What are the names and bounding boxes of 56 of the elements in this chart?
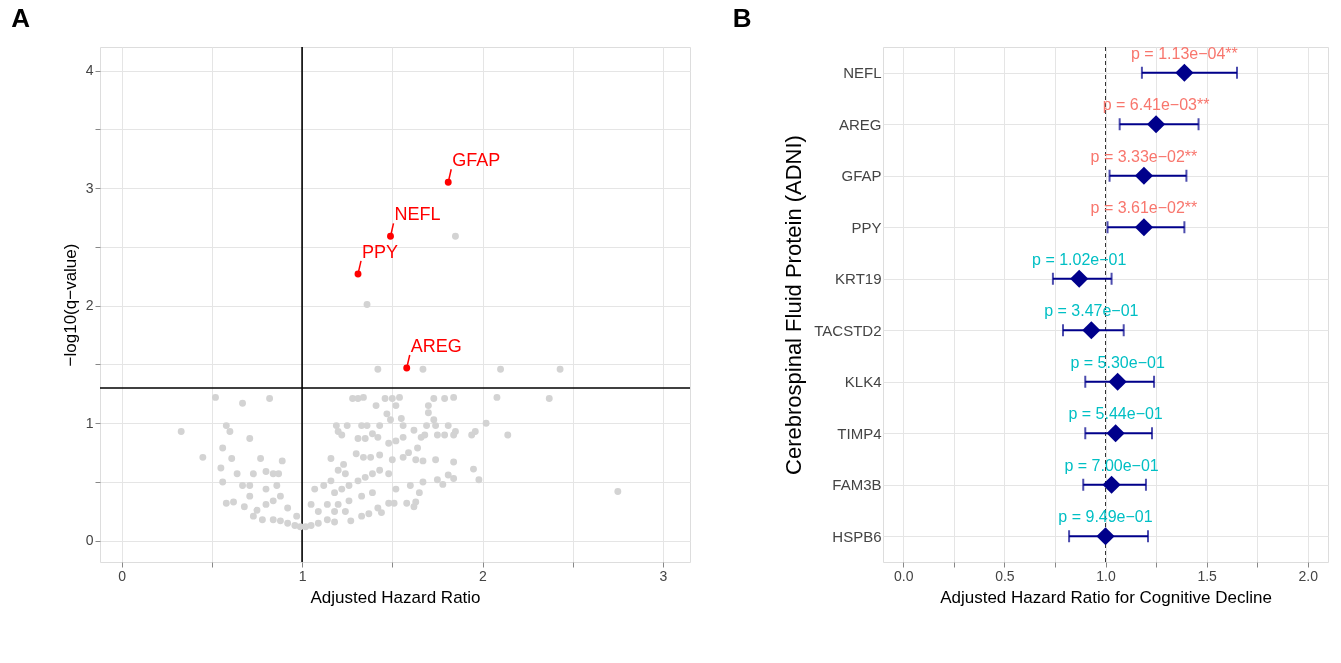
point	[444, 178, 452, 186]
y-tick-label: 3	[85, 179, 94, 196]
y-tick-label: HSPB6	[832, 527, 882, 545]
data-label: p = 7.00e−01	[1064, 456, 1159, 474]
x-axis-title: Adjusted Hazard Ratio for Cognitive Decline	[940, 587, 1272, 607]
x-tick-label: 0.5	[995, 567, 1015, 584]
data-label: p = 1.13e−04**	[1131, 44, 1238, 62]
y-tick-label: KRT19	[835, 270, 882, 288]
x-axis-title: Adjusted Hazard Ratio	[310, 587, 481, 607]
x-tick-label: 2	[479, 567, 488, 584]
y-tick-label: GFAP	[841, 167, 882, 185]
point	[1134, 166, 1154, 185]
point	[1134, 218, 1154, 237]
annotation: GFAP	[452, 150, 501, 171]
point	[1102, 475, 1121, 494]
point	[1096, 527, 1115, 546]
x-tick-label: 1.0	[1096, 567, 1116, 584]
y-axis-title: Cerebrospinal Fluid Protein (ADNI)	[781, 135, 807, 475]
x-tick-label: 0	[118, 567, 127, 584]
y-axis-title: −log10(q−value)	[60, 243, 80, 367]
y-tick-label: NEFL	[843, 64, 882, 82]
data-label: p = 3.47e−01	[1044, 302, 1139, 320]
annotation: PPY	[362, 241, 399, 262]
x-tick-label: 3	[659, 567, 668, 584]
y-tick-label: TIMP4	[837, 424, 882, 442]
x-tick-label: 1	[298, 567, 307, 584]
y-tick-label: FAM3B	[832, 476, 882, 494]
point	[1082, 321, 1101, 340]
y-tick-label: 2	[85, 297, 94, 314]
data-label: p = 5.44e−01	[1068, 405, 1163, 423]
y-tick-label: TACSTD2	[814, 321, 882, 339]
x-tick-label: 2.0	[1298, 567, 1319, 584]
data-label: p = 1.02e−01	[1032, 250, 1127, 268]
data-label: p = 6.41e−03**	[1102, 96, 1210, 114]
data-label: p = 3.61e−02**	[1090, 199, 1198, 217]
y-tick-label: PPY	[851, 218, 882, 236]
point	[1108, 372, 1127, 391]
data-label: p = 9.49e−01	[1058, 508, 1153, 526]
y-tick-label: 0	[85, 532, 94, 549]
chart-title: A	[11, 3, 31, 34]
y-tick-label: AREG	[838, 115, 882, 133]
y-tick-label: 1	[85, 414, 94, 431]
y-tick-label: KLK4	[844, 373, 882, 391]
point	[1146, 115, 1166, 134]
chart-title: B	[732, 2, 752, 33]
data-label: p = 5.30e−01	[1070, 353, 1165, 371]
y-tick-label: 4	[85, 62, 94, 79]
point	[1106, 424, 1125, 443]
point	[1070, 269, 1089, 288]
x-tick-label: 0.0	[893, 567, 914, 584]
point	[1175, 63, 1194, 82]
annotation: NEFL	[394, 204, 441, 225]
data-label: p = 3.33e−02**	[1090, 147, 1198, 165]
point	[387, 232, 394, 240]
annotation: AREG	[410, 335, 462, 356]
x-tick-label: 1.5	[1197, 567, 1218, 584]
